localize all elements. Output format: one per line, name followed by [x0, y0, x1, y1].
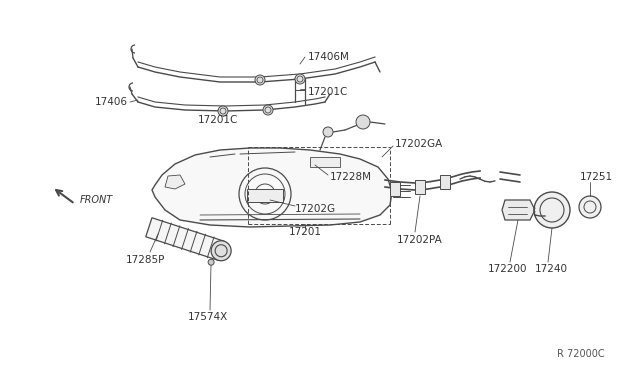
Text: 17228M: 17228M [330, 172, 372, 182]
Circle shape [356, 115, 370, 129]
Text: 17201C: 17201C [308, 87, 348, 97]
Text: 17406: 17406 [95, 97, 128, 107]
Text: 17251: 17251 [580, 172, 613, 182]
Text: 17240: 17240 [535, 264, 568, 274]
Polygon shape [152, 148, 392, 227]
Circle shape [534, 192, 570, 228]
Text: R 72000C: R 72000C [557, 349, 605, 359]
Circle shape [218, 106, 228, 116]
Polygon shape [247, 189, 283, 202]
Text: 17574X: 17574X [188, 312, 228, 322]
Polygon shape [310, 157, 340, 167]
Text: FRONT: FRONT [80, 195, 113, 205]
Circle shape [255, 75, 265, 85]
Circle shape [579, 196, 601, 218]
Circle shape [263, 105, 273, 115]
Text: 17285P: 17285P [126, 255, 165, 265]
Bar [415, 180, 425, 194]
Text: 17202GA: 17202GA [395, 139, 444, 149]
Circle shape [208, 259, 214, 265]
Polygon shape [146, 218, 224, 260]
Circle shape [295, 74, 305, 84]
Circle shape [323, 127, 333, 137]
Polygon shape [165, 175, 185, 189]
Text: 17406M: 17406M [308, 52, 350, 62]
Text: 17201C: 17201C [198, 115, 238, 125]
Circle shape [211, 241, 231, 261]
Polygon shape [502, 200, 535, 220]
Bar [440, 175, 450, 189]
Text: 17201: 17201 [289, 227, 321, 237]
Bar [390, 182, 400, 196]
Text: 17202G: 17202G [295, 204, 336, 214]
Text: 172200: 172200 [488, 264, 527, 274]
Text: 17202PA: 17202PA [397, 235, 443, 245]
